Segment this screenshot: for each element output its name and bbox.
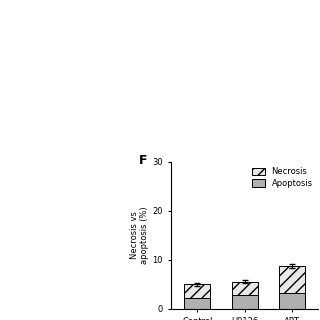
Legend: Necrosis, Apoptosis: Necrosis, Apoptosis: [251, 166, 314, 189]
Text: F: F: [139, 154, 147, 167]
Bar: [232, 295, 258, 309]
Bar: [232, 282, 258, 295]
Bar: [184, 298, 210, 309]
Bar: [184, 284, 210, 298]
Bar: [279, 293, 305, 309]
Bar: [279, 266, 305, 293]
Y-axis label: Necrosis vs
apoptosis (%): Necrosis vs apoptosis (%): [130, 206, 149, 264]
